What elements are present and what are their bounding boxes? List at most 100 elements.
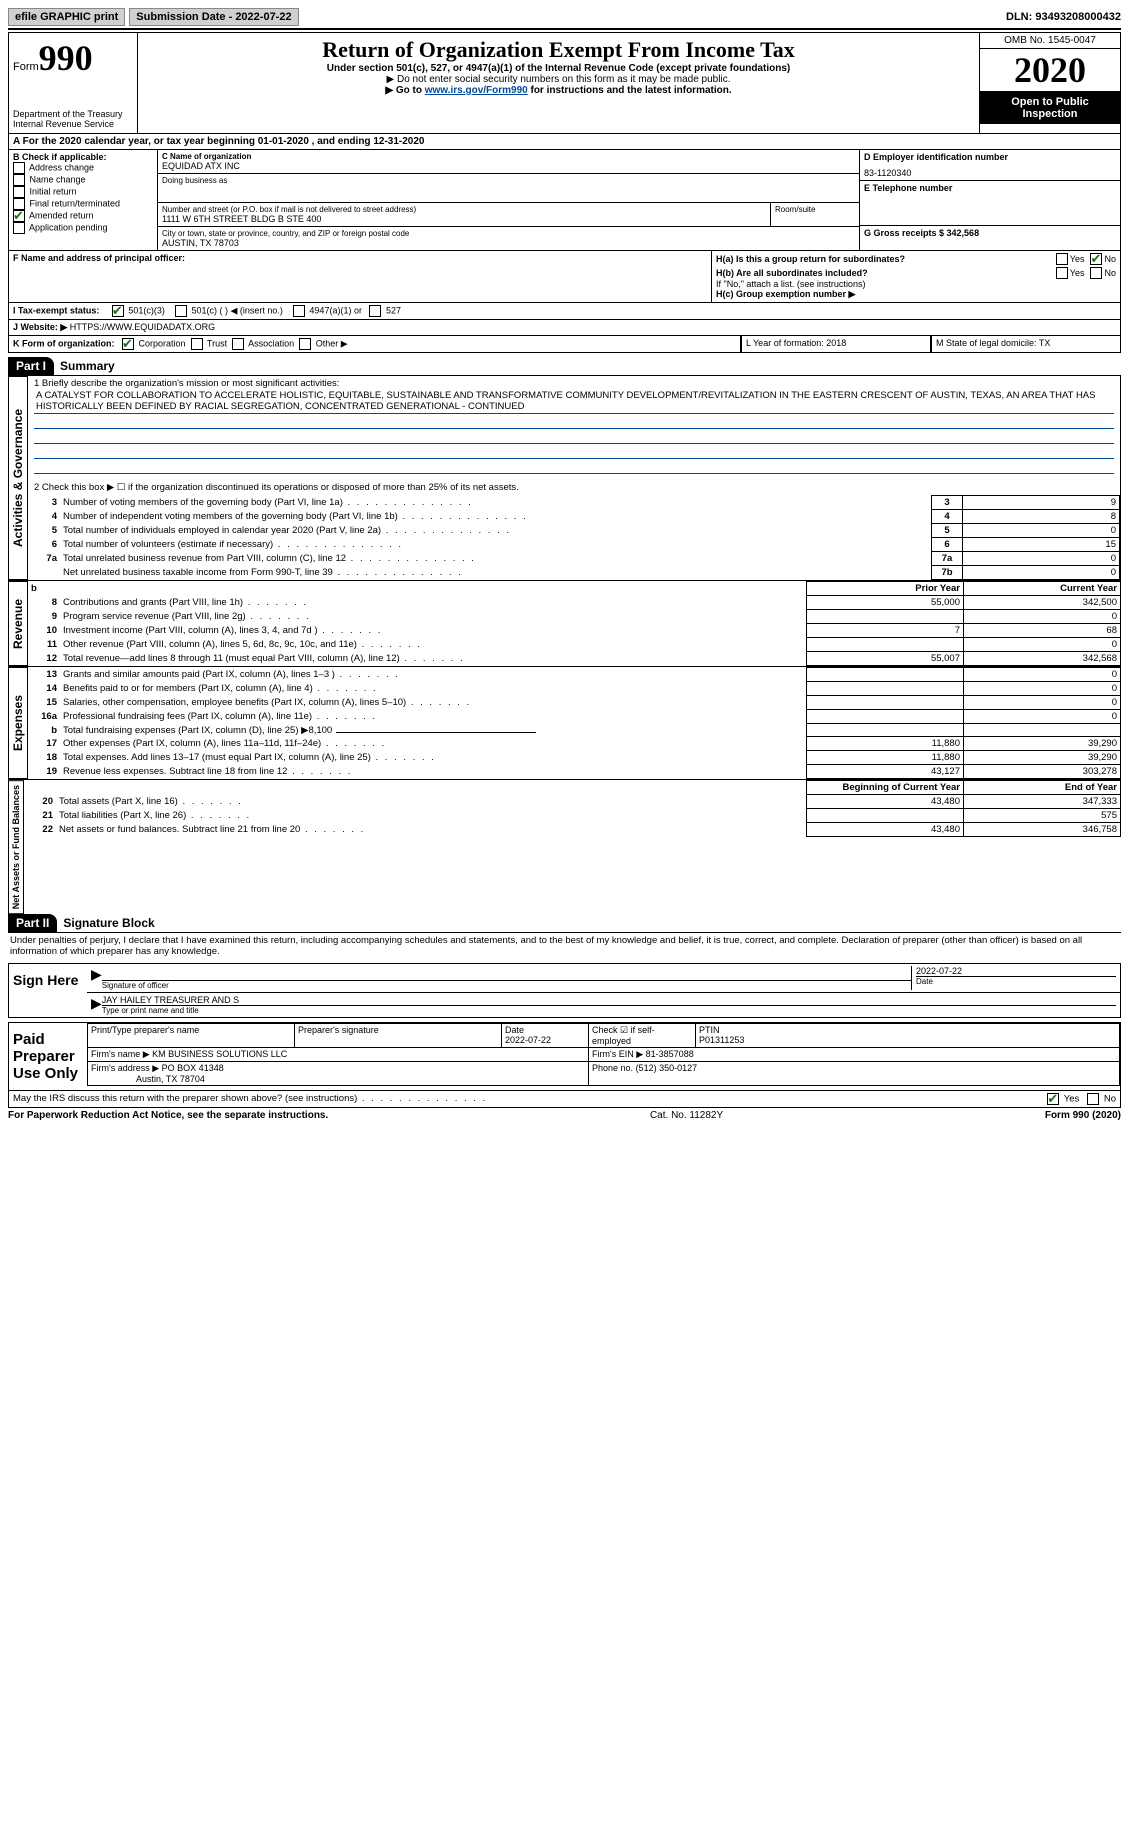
sub3-post: for instructions and the latest informat… [528,85,732,96]
p-date-val: 2022-07-22 [505,1035,551,1045]
ha-label: H(a) Is this a group return for subordin… [716,254,905,264]
chk-501c[interactable] [175,305,187,317]
chk-assoc[interactable] [232,338,244,350]
j-label: J Website: ▶ [13,322,67,332]
top-bar: efile GRAPHIC print Submission Date - 20… [8,8,1121,26]
part2-badge: Part II [8,914,57,932]
chk-corp[interactable] [122,338,134,350]
p-name-label: Print/Type preparer's name [91,1025,199,1035]
date-label: Date [916,976,1116,986]
p-check: Check ☑ if self-employed [592,1025,655,1046]
form-label: Form [13,61,39,73]
addr: 1111 W 6TH STREET BLDG B STE 400 [162,214,766,224]
sub3-pre: ▶ Go to [385,85,424,96]
efile-btn[interactable]: efile GRAPHIC print [8,8,125,26]
city-label: City or town, state or province, country… [162,229,855,238]
line2: 2 Check this box ▶ ☐ if the organization… [34,482,1114,493]
arrow-icon: ▶ [91,966,102,990]
vert-ag: Activities & Governance [8,376,28,580]
footer-left: For Paperwork Reduction Act Notice, see … [8,1110,328,1121]
discuss-yes[interactable] [1047,1093,1059,1105]
chk-4947[interactable] [293,305,305,317]
ha-no[interactable] [1090,253,1102,265]
row-kl: K Form of organization: Corporation Trus… [8,336,1121,353]
vert-rev: Revenue [8,581,28,666]
b-title: B Check if applicable: [13,152,153,162]
hb-no[interactable] [1090,267,1102,279]
discuss-label: May the IRS discuss this return with the… [13,1093,487,1105]
sign-here-block: Sign Here ▶ Signature of officer 2022-07… [8,963,1121,1018]
phone: (512) 350-0127 [636,1063,698,1073]
ein: 83-1120340 [864,168,1116,178]
chk-name-change[interactable] [13,174,25,186]
firm-name: KM BUSINESS SOLUTIONS LLC [152,1049,287,1059]
chk-application-pending[interactable] [13,222,25,234]
c-label: C Name of organization [162,152,251,161]
p-sig-label: Preparer's signature [298,1025,379,1035]
k-label: K Form of organization: [13,338,115,348]
section-b: B Check if applicable: Address change Na… [8,150,1121,251]
irs-link[interactable]: www.irs.gov/Form990 [425,85,528,96]
part2-title: Signature Block [63,916,154,930]
exp-table: 13Grants and similar amounts paid (Part … [28,667,1121,779]
dept: Department of the Treasury Internal Reve… [13,109,133,129]
form-title: Return of Organization Exempt From Incom… [142,37,975,63]
open-inspection: Open to Public Inspection [980,92,1120,124]
firm-city: Austin, TX 78704 [136,1074,205,1084]
org-name: EQUIDAD ATX INC [162,161,855,171]
penalty-text: Under penalties of perjury, I declare th… [8,932,1121,959]
chk-initial-return[interactable] [13,186,25,198]
l-year: L Year of formation: 2018 [741,336,931,353]
chk-trust[interactable] [191,338,203,350]
officer-name: JAY HAILEY TREASURER AND S [102,995,1116,1005]
row-i: I Tax-exempt status: 501(c)(3) 501(c) ( … [8,303,1121,320]
f-label: F Name and address of principal officer: [13,253,185,263]
dln: DLN: 93493208000432 [1006,11,1121,23]
hc-label: H(c) Group exemption number ▶ [716,289,855,299]
footer: For Paperwork Reduction Act Notice, see … [8,1110,1121,1121]
discuss-no[interactable] [1087,1093,1099,1105]
addr-label: Number and street (or P.O. box if mail i… [162,205,766,214]
sub1: Under section 501(c), 527, or 4947(a)(1)… [142,63,975,74]
part1-badge: Part I [8,357,54,375]
discuss-row: May the IRS discuss this return with the… [8,1091,1121,1108]
city: AUSTIN, TX 78703 [162,238,855,248]
tax-year: 2020 [980,49,1120,92]
firm-ein: 81-3857088 [646,1049,694,1059]
line1-label: 1 Briefly describe the organization's mi… [34,378,1114,389]
ha-yes[interactable] [1056,253,1068,265]
chk-527[interactable] [369,305,381,317]
vert-exp: Expenses [8,667,28,779]
arrow-icon: ▶ [91,995,102,1015]
website: HTTPS://WWW.EQUIDADATX.ORG [70,322,215,332]
dba-label: Doing business as [162,176,855,185]
footer-mid: Cat. No. 11282Y [328,1110,1045,1121]
g-label: G Gross receipts $ 342,568 [864,228,1116,238]
chk-other[interactable] [299,338,311,350]
sig-date: 2022-07-22 [916,966,1116,976]
d-label: D Employer identification number [864,152,1116,162]
chk-501c3[interactable] [112,305,124,317]
chk-address-change[interactable] [13,162,25,174]
hb-label: H(b) Are all subordinates included? [716,268,868,278]
mission: A CATALYST FOR COLLABORATION TO ACCELERA… [34,389,1114,414]
paid-label: Paid Preparer Use Only [9,1023,87,1090]
form-header: Form990 Department of the Treasury Inter… [8,32,1121,134]
summary: Activities & Governance 1 Briefly descri… [8,375,1121,580]
form-number: 990 [39,38,93,78]
i-label: I Tax-exempt status: [13,305,99,315]
submission-btn[interactable]: Submission Date - 2022-07-22 [129,8,298,26]
sub2: ▶ Do not enter social security numbers o… [142,74,975,85]
hb-note: If "No," attach a list. (see instruction… [716,279,1116,289]
type-name-label: Type or print name and title [102,1005,1116,1015]
footer-right: Form 990 (2020) [1045,1110,1121,1121]
vert-net: Net Assets or Fund Balances [8,780,24,914]
hb-yes[interactable] [1056,267,1068,279]
firm-addr: PO BOX 41348 [162,1063,224,1073]
rev-table: bPrior YearCurrent Year8Contributions an… [28,581,1121,666]
chk-amended-return[interactable] [13,210,25,222]
e-label: E Telephone number [864,183,1116,193]
omb: OMB No. 1545-0047 [980,33,1120,49]
ptin: P01311253 [699,1035,744,1045]
row-fh: F Name and address of principal officer:… [8,251,1121,303]
